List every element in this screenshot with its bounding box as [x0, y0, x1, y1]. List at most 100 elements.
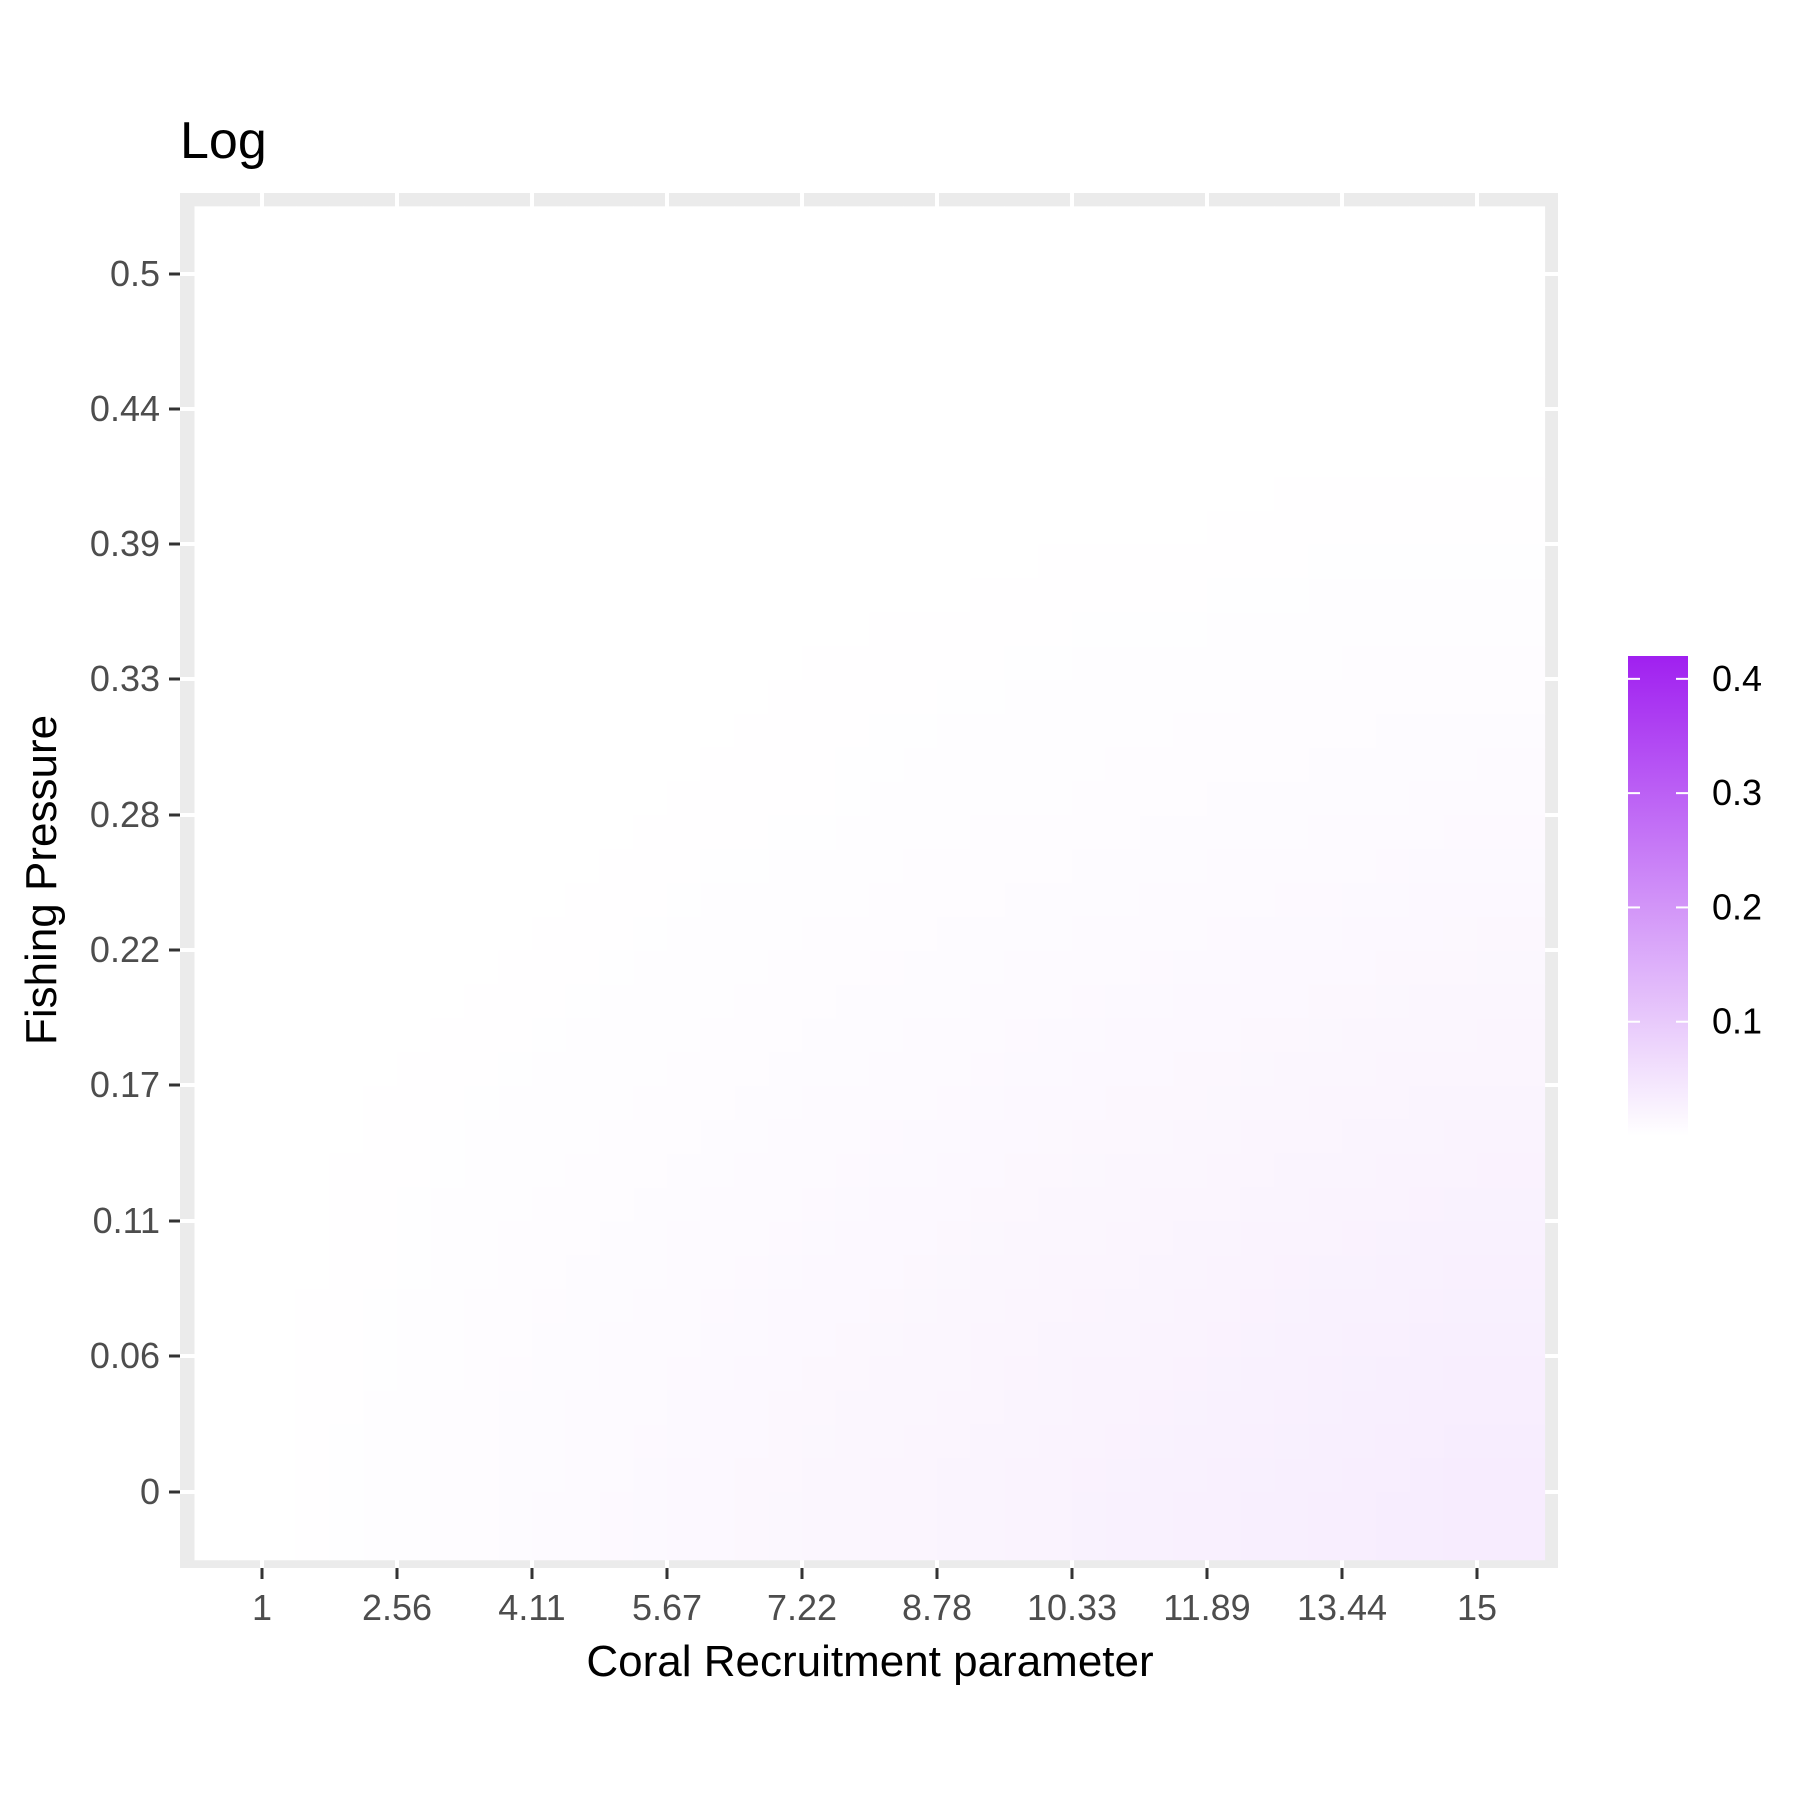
heatmap-cell: [1510, 544, 1546, 580]
heatmap-cell: [970, 375, 1006, 410]
heatmap-cell: [194, 1255, 229, 1290]
heatmap-cell: [1004, 409, 1039, 444]
heatmap-cell: [464, 612, 499, 647]
heatmap-cell: [734, 1390, 769, 1425]
heatmap-cell: [498, 307, 533, 343]
heatmap-cell: [1072, 274, 1107, 309]
heatmap-cell: [1274, 1356, 1309, 1392]
heatmap-cell: [633, 409, 668, 444]
heatmap-cell: [1375, 1288, 1411, 1324]
heatmap-cell: [1207, 680, 1242, 715]
heatmap-cell: [599, 916, 634, 952]
heatmap-cell: [802, 883, 837, 918]
heatmap-cell: [532, 781, 567, 816]
heatmap-cell: [397, 1525, 432, 1561]
heatmap-cell: [262, 578, 297, 613]
heatmap-cell: [1510, 1390, 1546, 1425]
heatmap-cell: [970, 612, 1006, 647]
heatmap-cell: [363, 341, 398, 377]
heatmap-cell: [464, 1424, 499, 1459]
heatmap-cell: [498, 747, 533, 783]
heatmap-cell: [700, 1086, 736, 1121]
heatmap-cell: [1342, 1356, 1377, 1392]
heatmap-cell: [1477, 680, 1512, 715]
heatmap-cell: [532, 578, 567, 613]
heatmap-cell: [397, 1119, 432, 1155]
heatmap-cell: [532, 984, 567, 1019]
heatmap-cell: [1038, 341, 1073, 377]
heatmap-cell: [430, 950, 466, 986]
heatmap-cell: [633, 849, 668, 884]
heatmap-cell: [903, 544, 938, 580]
heatmap-cell: [194, 950, 229, 986]
heatmap-cell: [937, 578, 972, 613]
heatmap-cell: [802, 1119, 837, 1155]
heatmap-cell: [835, 1187, 871, 1222]
heatmap-cell: [1477, 612, 1512, 647]
heatmap-cell: [903, 984, 938, 1019]
heatmap-cell: [295, 307, 331, 343]
heatmap-cell: [1510, 612, 1546, 647]
heatmap-cell: [1477, 646, 1512, 681]
heatmap-cell: [1308, 747, 1343, 783]
heatmap-cell: [228, 307, 263, 343]
heatmap-cell: [532, 612, 567, 647]
heatmap-cell: [1342, 544, 1377, 580]
heatmap-cell: [295, 1119, 331, 1155]
heatmap-cell: [228, 341, 263, 377]
heatmap-cell: [1240, 781, 1276, 816]
heatmap-cell: [1477, 1525, 1512, 1561]
heatmap-cell: [1443, 307, 1478, 343]
heatmap-cell: [1274, 1153, 1309, 1189]
heatmap-cell: [1105, 409, 1141, 444]
heatmap-cell: [1443, 1356, 1478, 1392]
heatmap-cell: [397, 510, 432, 546]
heatmap-cell: [1240, 409, 1276, 444]
heatmap-cell: [633, 883, 668, 918]
heatmap-cell: [1342, 747, 1377, 783]
heatmap-cell: [397, 443, 432, 478]
heatmap-cell: [1375, 206, 1411, 241]
heatmap-cell: [1105, 1018, 1141, 1053]
heatmap-cell: [1477, 1187, 1512, 1222]
heatmap-cell: [1510, 510, 1546, 546]
heatmap-cell: [1409, 510, 1444, 546]
heatmap-cell: [397, 1458, 432, 1493]
heatmap-cell: [1072, 1390, 1107, 1425]
heatmap-cell: [768, 1221, 803, 1256]
heatmap-cell: [262, 1288, 297, 1324]
heatmap-cell: [970, 1356, 1006, 1392]
heatmap-cell: [1105, 1153, 1141, 1189]
heatmap-cell: [1375, 1525, 1411, 1561]
heatmap-cell: [599, 1187, 634, 1222]
heatmap-cell: [1375, 747, 1411, 783]
heatmap-cell: [633, 1424, 668, 1459]
heatmap-cell: [1274, 1255, 1309, 1290]
heatmap-cell: [262, 646, 297, 681]
heatmap-cell: [262, 341, 297, 377]
heatmap-cell: [430, 274, 466, 309]
y-tick-label: 0.28: [90, 794, 160, 835]
heatmap-cell: [1240, 206, 1276, 241]
heatmap-cell: [1274, 916, 1309, 952]
heatmap-cell: [1240, 747, 1276, 783]
heatmap-cell: [228, 950, 263, 986]
heatmap-cell: [1072, 1119, 1107, 1155]
heatmap-cell: [633, 680, 668, 715]
heatmap-cell: [1173, 849, 1208, 884]
heatmap-cell: [1409, 646, 1444, 681]
heatmap-cell: [1308, 1424, 1343, 1459]
heatmap-cell: [1443, 1119, 1478, 1155]
heatmap-cell: [363, 1288, 398, 1324]
heatmap-cell: [498, 1255, 533, 1290]
heatmap-cell: [397, 680, 432, 715]
heatmap-cell: [1139, 477, 1174, 512]
heatmap-cell: [1342, 307, 1377, 343]
heatmap-cell: [1004, 1356, 1039, 1392]
heatmap-cell: [1510, 680, 1546, 715]
heatmap-cell: [262, 680, 297, 715]
heatmap-cell: [1038, 916, 1073, 952]
heatmap-cell: [633, 713, 668, 749]
heatmap-cell: [1105, 274, 1141, 309]
x-tick-label: 4.11: [498, 1587, 565, 1628]
